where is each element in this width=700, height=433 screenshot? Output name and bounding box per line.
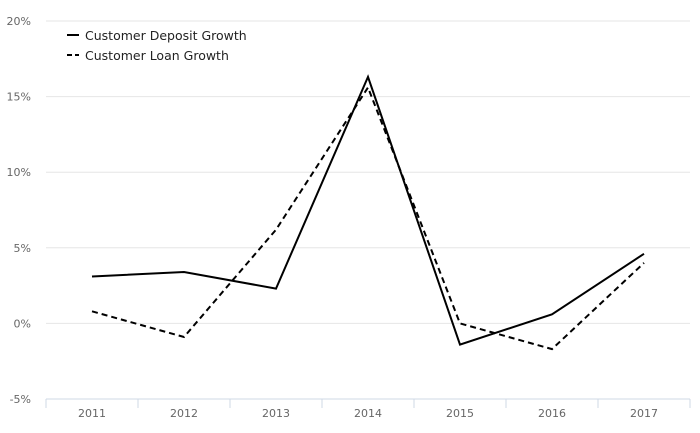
legend-label-deposit: Customer Deposit Growth <box>85 28 247 43</box>
legend-item-loan: Customer Loan Growth <box>67 48 229 63</box>
y-tick-label: -5% <box>10 393 31 406</box>
x-tick-label: 2014 <box>354 407 382 420</box>
y-tick-label: 10% <box>7 166 31 179</box>
x-tick-label: 2011 <box>78 407 106 420</box>
series-lines <box>91 74 645 351</box>
gridlines <box>46 20 690 324</box>
y-tick-label: 15% <box>7 91 31 104</box>
x-tick-label: 2013 <box>262 407 290 420</box>
y-tick-label: 20% <box>7 15 31 28</box>
y-axis-ticks: 20% 15% 10% 5% 0% -5% <box>7 15 31 406</box>
x-tick-label: 2016 <box>538 407 566 420</box>
x-tick-label: 2012 <box>170 407 198 420</box>
series-line-loan <box>91 85 645 351</box>
legend-item-deposit: Customer Deposit Growth <box>67 28 247 43</box>
x-tick-label: 2015 <box>446 407 474 420</box>
x-axis: 2011 2012 2013 2014 2015 2016 2017 <box>45 398 691 420</box>
series-line-deposit <box>91 74 645 346</box>
y-tick-label: 0% <box>14 317 31 330</box>
legend: Customer Deposit Growth Customer Loan Gr… <box>67 28 247 63</box>
x-tick-label: 2017 <box>630 407 658 420</box>
legend-label-loan: Customer Loan Growth <box>85 48 229 63</box>
y-tick-label: 5% <box>14 242 31 255</box>
